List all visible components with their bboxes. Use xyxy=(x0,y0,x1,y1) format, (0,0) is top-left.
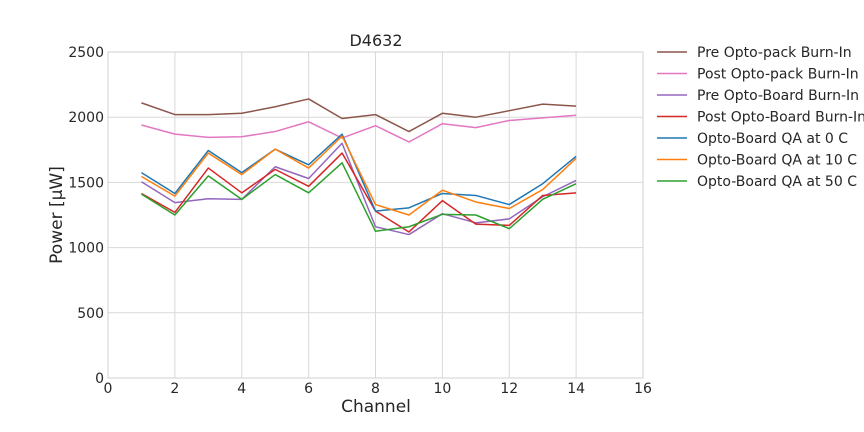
series-line xyxy=(141,133,577,212)
series-line xyxy=(141,142,577,236)
legend-label: Opto-Board QA at 50 C xyxy=(697,174,857,190)
x-tick-label: 8 xyxy=(371,381,380,397)
x-tick-label: 10 xyxy=(433,381,451,397)
grid-lines xyxy=(107,51,644,379)
x-tick-label: 6 xyxy=(304,381,313,397)
y-tick-label: 500 xyxy=(77,306,104,322)
x-tick-label: 4 xyxy=(237,381,246,397)
legend-label: Pre Opto-pack Burn-In xyxy=(697,45,852,61)
x-tick-label: 16 xyxy=(634,381,652,397)
series-line xyxy=(141,152,577,233)
y-tick-label: 2000 xyxy=(68,110,104,126)
legend-label: Opto-Board QA at 10 C xyxy=(697,153,857,169)
plot-frame xyxy=(107,51,644,379)
y-tick-label: 1000 xyxy=(68,241,104,257)
y-tick-label: 0 xyxy=(95,371,104,387)
y-tick-label: 2500 xyxy=(68,45,104,61)
x-tick-label: 12 xyxy=(500,381,518,397)
tick-labels: 0 2 4 6 8 10 12 14 16 0 500 1000 1500 2000 2500 xyxy=(68,45,652,397)
x-tick-label: 2 xyxy=(170,381,179,397)
x-tick-label: 14 xyxy=(567,381,585,397)
legend: Pre Opto-pack Burn-In Post Opto-pack Burn… xyxy=(657,45,864,190)
series-line xyxy=(141,114,577,143)
y-tick-label: 1500 xyxy=(68,175,104,191)
y-axis-label: Power [μW] xyxy=(47,166,67,264)
legend-label: Post Opto-pack Burn-In xyxy=(697,67,859,83)
chart-title: D4632 xyxy=(349,31,402,50)
x-axis-label: Channel xyxy=(341,397,411,417)
axes-frame xyxy=(107,51,644,379)
legend-label: Post Opto-Board Burn-In xyxy=(697,110,864,126)
legend-label: Pre Opto-Board Burn-In xyxy=(697,88,859,104)
series-lines xyxy=(141,98,577,236)
series-line xyxy=(141,162,577,233)
series-line xyxy=(141,135,577,216)
series-line xyxy=(141,98,577,133)
legend-label: Opto-Board QA at 0 C xyxy=(697,131,848,147)
x-tick-label: 0 xyxy=(104,381,113,397)
